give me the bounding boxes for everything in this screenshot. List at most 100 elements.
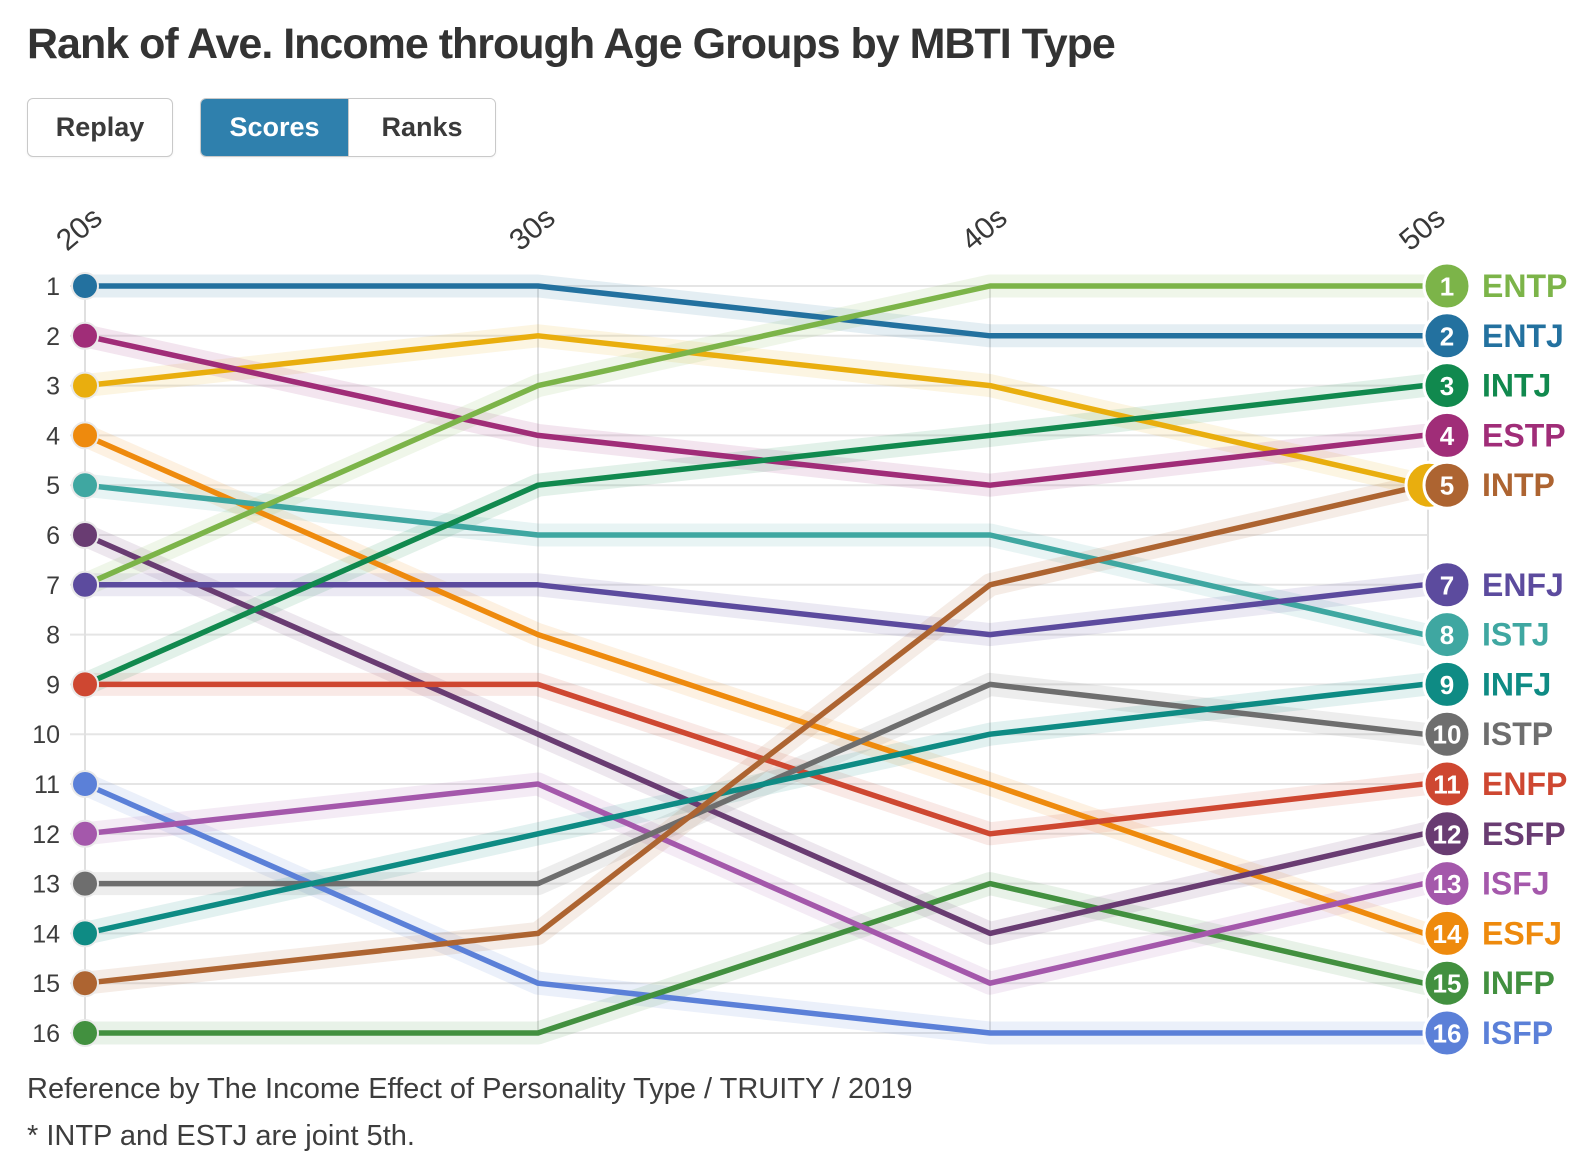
type-label-ESTP: ESTP [1482, 417, 1566, 453]
age-label-50s: 50s [1393, 201, 1451, 257]
rank-tick-12: 12 [32, 821, 60, 849]
rank-badge-ISFJ [1422, 859, 1472, 909]
rank-number-INTJ: 3 [1440, 371, 1454, 401]
dot-20s-ISTP [71, 869, 99, 898]
rank-tick-5: 5 [46, 472, 60, 500]
dot-20s-ESFP [71, 521, 99, 549]
rank-badge-INFP [1422, 958, 1472, 1008]
type-label-ISFJ: ISFJ [1482, 866, 1550, 902]
tie-note-text: * INTP and ESTJ are joint 5th. [27, 1120, 415, 1152]
type-label-INTP: INTP [1482, 467, 1555, 503]
rank-badge-ENFP [1422, 759, 1472, 809]
dot-20s-ISTJ [71, 471, 99, 500]
tab-scores[interactable]: Scores [201, 99, 348, 156]
line-ISTJ [82, 482, 1427, 638]
line-halos [73, 274, 1436, 1045]
line-INFJ [82, 681, 1427, 937]
type-label-ISTP: ISTP [1482, 716, 1553, 752]
rank-number-ENFJ: 7 [1440, 570, 1454, 600]
type-label-INTJ: INTJ [1482, 368, 1551, 404]
rank-number-ISFP: 16 [1433, 1019, 1462, 1049]
rank-number-INFP: 15 [1433, 969, 1462, 999]
rank-tick-7: 7 [46, 572, 60, 600]
start-dots [71, 272, 99, 1047]
rank-badge-ESTP [1422, 410, 1472, 460]
rank-tick-11: 11 [34, 771, 60, 799]
type-label-ENFP: ENFP [1482, 766, 1567, 802]
type-label-ESFP: ESFP [1482, 816, 1566, 852]
age-axis: 20s 30s 40s 50s [50, 201, 1451, 257]
rank-tick-4: 4 [46, 422, 60, 450]
page-title: Rank of Ave. Income through Age Groups b… [27, 20, 1116, 68]
rank-number-ENTP: 1 [1440, 272, 1454, 302]
type-label-ENTJ: ENTJ [1482, 318, 1564, 354]
type-label-ESFJ: ESFJ [1482, 915, 1562, 951]
rank-badge-ENTJ [1422, 311, 1472, 361]
dot-20s-INFP [71, 1019, 99, 1047]
toolbar: Replay Scores Ranks [27, 98, 496, 157]
rank-tick-15: 15 [32, 970, 60, 998]
rank-badge-ENTP [1422, 261, 1472, 311]
line-ENTP [82, 283, 1427, 588]
rank-number-INFJ: 9 [1440, 670, 1454, 700]
dot-20s-ISFP [71, 770, 99, 798]
rank-tick-14: 14 [32, 920, 60, 948]
type-label-INFJ: INFJ [1482, 666, 1551, 702]
line-ESTJ [82, 333, 1427, 488]
age-label-40s: 40s [955, 201, 1013, 257]
dot-20s-ESFJ [71, 421, 99, 450]
type-label-ENFJ: ENFJ [1482, 567, 1564, 603]
rank-badge-ESFJ [1422, 908, 1472, 958]
line-INTJ [82, 382, 1427, 688]
tab-ranks[interactable]: Ranks [348, 99, 495, 156]
line-ESFJ [82, 432, 1427, 937]
dot-20s-INTP [71, 969, 99, 998]
rank-badge-ESFP [1422, 809, 1472, 859]
reference-text: Reference by The Income Effect of Person… [27, 1073, 913, 1105]
dot-20s-ISFJ [71, 819, 99, 848]
rank-tick-2: 2 [46, 323, 60, 351]
footnote: Reference by The Income Effect of Person… [27, 1066, 913, 1160]
rank-number-INTP: 5 [1440, 471, 1454, 501]
rank-number-ISFJ: 13 [1433, 869, 1462, 899]
dot-20s-ENFP [71, 670, 99, 699]
rank-badge-ISFP [1422, 1008, 1472, 1058]
rank-badge-ISTP [1422, 709, 1472, 759]
line-ENTJ [82, 283, 1427, 339]
lines [82, 283, 1427, 1036]
dot-20s-INFJ [71, 919, 99, 948]
rank-tick-10: 10 [32, 721, 60, 749]
rank-number-ISTJ: 8 [1440, 620, 1454, 650]
type-label-ISFP: ISFP [1482, 1015, 1553, 1051]
dot-20s-ESTJ [71, 371, 99, 400]
rank-tick-16: 16 [32, 1020, 60, 1048]
rank-badge-INTP [1422, 460, 1472, 510]
rank-badge-INFJ [1422, 659, 1472, 709]
replay-button[interactable]: Replay [27, 98, 173, 157]
rank-badge-ISTJ [1422, 610, 1472, 660]
rank-number-ISTP: 10 [1433, 720, 1462, 750]
rank-tick-9: 9 [46, 671, 60, 699]
rank-number-ENTJ: 2 [1440, 321, 1454, 351]
rank-tick-8: 8 [46, 622, 60, 650]
type-label-ISTJ: ISTJ [1482, 617, 1550, 653]
line-ISFJ [82, 781, 1427, 986]
dot-20s-ENFJ [71, 570, 99, 599]
rank-badge-ENFJ [1422, 560, 1472, 610]
type-label-INFP: INFP [1482, 965, 1555, 1001]
rank-number-ESTP: 4 [1440, 421, 1455, 451]
rank-tick-13: 13 [32, 871, 60, 899]
age-label-30s: 30s [503, 201, 561, 257]
rank-tick-6: 6 [46, 522, 60, 550]
dot-20s-ENTJ [71, 272, 99, 300]
rank-number-ENFP: 11 [1433, 770, 1461, 800]
type-label-ENTP: ENTP [1482, 268, 1567, 304]
rank-number-ESFP: 12 [1433, 819, 1462, 849]
view-toggle: Scores Ranks [200, 98, 496, 157]
rank-number-ESFJ: 14 [1433, 919, 1462, 949]
line-ESFP [82, 532, 1427, 937]
rank-tick-3: 3 [46, 373, 60, 401]
